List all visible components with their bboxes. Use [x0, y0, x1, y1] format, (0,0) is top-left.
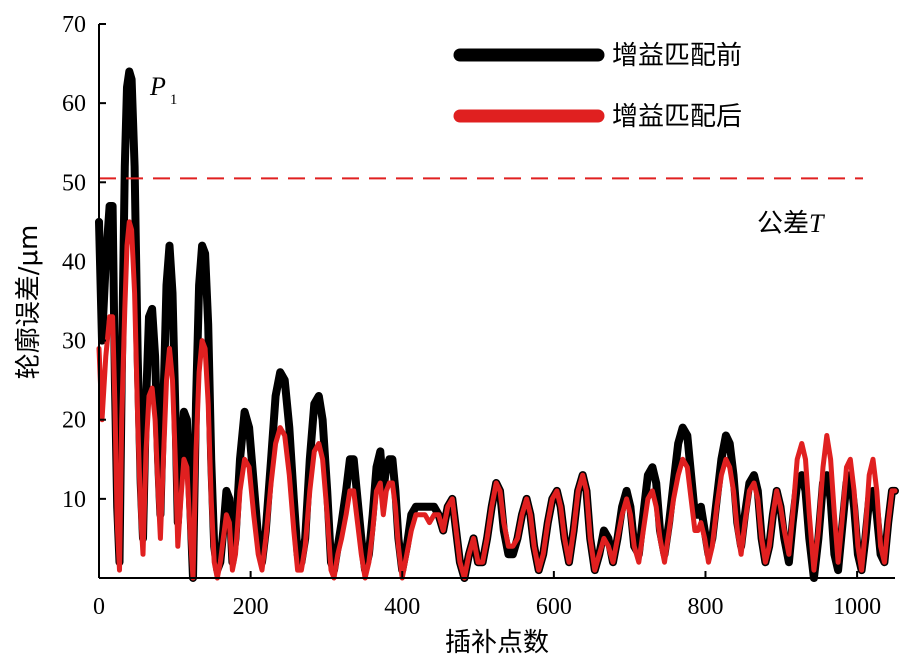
x-ticks: 0 200 400 600 800 1000 [93, 571, 881, 620]
peak-annotation-letter: P [149, 72, 166, 101]
x-tick-label: 0 [93, 594, 105, 620]
y-tick-label: 20 [62, 408, 86, 434]
x-tick-label: 400 [384, 594, 420, 620]
tolerance-label-symbol: T [809, 209, 825, 238]
axes [98, 24, 895, 579]
legend-label-after: 增益匹配后 [612, 102, 742, 132]
x-tick-label: 600 [536, 594, 572, 620]
y-tick-label: 60 [62, 91, 86, 117]
y-axis-title: 轮廓误差/μm [14, 225, 44, 380]
y-tick-label: 10 [62, 487, 86, 513]
y-tick-label: 40 [62, 249, 86, 275]
x-tick-label: 800 [687, 594, 723, 620]
y-tick-label: 70 [62, 12, 86, 38]
peak-annotation-subscript: 1 [170, 92, 178, 108]
x-tick-label: 1000 [833, 594, 881, 620]
x-tick-label: 200 [233, 594, 269, 620]
y-tick-label: 30 [62, 329, 86, 355]
y-tick-label: 50 [62, 170, 86, 196]
tolerance-label-text: 公差 [757, 209, 809, 239]
x-axis-title: 插补点数 [445, 628, 549, 658]
series-line-after [96, 219, 898, 581]
y-ticks: 10 20 30 40 50 60 70 [62, 12, 106, 513]
legend-label-before: 增益匹配前 [612, 41, 742, 71]
tolerance-label: 公差T [757, 209, 825, 239]
legend: 增益匹配前 增益匹配后 [453, 41, 742, 132]
series-layer [95, 67, 899, 582]
